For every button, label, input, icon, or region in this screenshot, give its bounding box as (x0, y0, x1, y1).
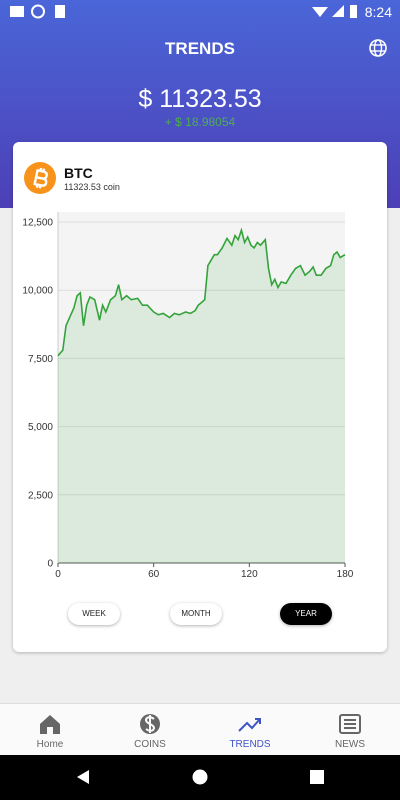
coin-amount: 11323.53 coin (64, 182, 120, 192)
y-tick-label: 12,500 (22, 218, 53, 229)
nav-item[interactable]: Home (0, 704, 100, 756)
nav-icon (238, 718, 261, 732)
line (57, 227, 346, 357)
x-tick-label: 180 (337, 569, 354, 580)
nav-item[interactable]: COINS (100, 704, 200, 756)
nav-label: COINS (134, 739, 166, 750)
y-tick-label: 5,000 (28, 422, 53, 433)
page-title: TRENDS (165, 39, 235, 58)
btc-icon (24, 162, 56, 194)
nav-item[interactable]: TRENDS (200, 704, 300, 756)
nav-icon (40, 715, 60, 734)
status-time: 8:24 (364, 4, 392, 20)
x-tick-label: 120 (241, 569, 258, 580)
nav-icon (339, 714, 361, 734)
nav-label: Home (36, 739, 64, 750)
price: $ 11323.53 (138, 85, 262, 113)
x-tick-label: 0 (55, 569, 61, 580)
x-tick-label: 60 (148, 569, 160, 580)
nav-label: TRENDS (229, 739, 271, 750)
status-icons (10, 4, 357, 19)
system-nav (0, 755, 400, 800)
bottom-nav: Home COINS TRENDS NEWS (0, 703, 400, 756)
nav-item[interactable]: NEWS (300, 704, 400, 756)
nav-icon (140, 714, 160, 734)
y-tick-label: 0 (47, 559, 53, 570)
globe-button[interactable] (368, 38, 388, 58)
y-tick-label: 10,000 (22, 286, 53, 297)
plot-background (58, 212, 345, 563)
range-button[interactable]: MONTH (170, 603, 222, 625)
y-tick-label: 2,500 (28, 490, 53, 501)
range-button[interactable]: YEAR (280, 603, 332, 625)
area (58, 230, 345, 563)
price-change: + $ 18.98054 (164, 115, 236, 129)
chart: 0 2,500 5,000 7,500 10,000 12,500 0 60 120 180 (22, 212, 354, 580)
coin-card: BTC 11323.53 coin 0 2,500 5,000 7,500 10,000… (13, 142, 387, 652)
coin-symbol: BTC (64, 165, 93, 181)
y-tick-label: 7,500 (28, 354, 53, 365)
nav-label: NEWS (335, 739, 365, 750)
range-button[interactable]: WEEK (68, 603, 120, 625)
